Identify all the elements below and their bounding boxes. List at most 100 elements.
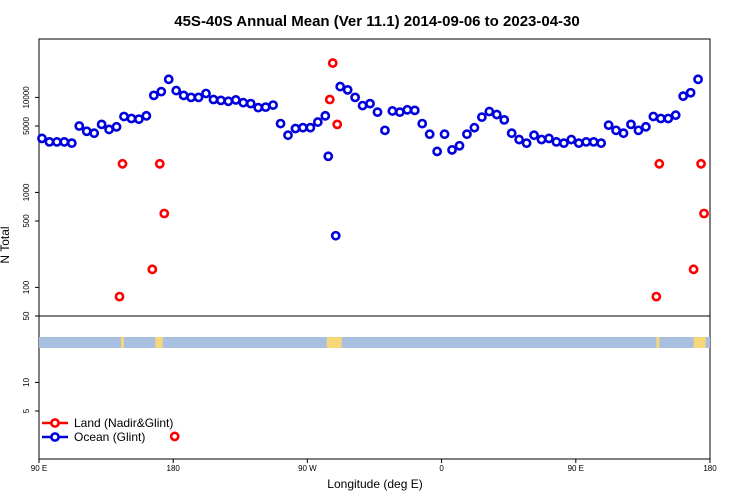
plot-frame bbox=[38, 38, 711, 460]
land-span-2 bbox=[326, 337, 342, 348]
series-1-point-26 bbox=[230, 95, 241, 105]
ocean-band bbox=[39, 337, 710, 348]
series-1-point-63 bbox=[499, 114, 510, 125]
series-1-point-65 bbox=[514, 134, 525, 145]
series-1-point-34 bbox=[290, 123, 301, 134]
series-layer bbox=[37, 58, 709, 442]
series-1-point-48 bbox=[387, 106, 398, 116]
series-1-point-59 bbox=[469, 122, 480, 133]
series-1-point-67 bbox=[529, 130, 539, 141]
x-tick-label-5: 180 bbox=[703, 464, 717, 473]
series-1-point-58 bbox=[462, 129, 472, 140]
series-0-point-1 bbox=[117, 158, 128, 169]
series-1-point-52 bbox=[417, 118, 428, 129]
y-tick-label-0: 5 bbox=[22, 408, 31, 413]
series-1-point-57 bbox=[454, 140, 465, 151]
series-1-point-13 bbox=[134, 114, 144, 125]
series-1-point-9 bbox=[104, 124, 114, 135]
series-1 bbox=[37, 74, 703, 241]
series-1-point-86 bbox=[670, 110, 681, 121]
series-1-point-33 bbox=[283, 130, 293, 141]
y-tick-label-5: 1000 bbox=[22, 183, 31, 201]
series-1-point-25 bbox=[223, 96, 234, 107]
series-1-point-3 bbox=[59, 137, 70, 147]
series-1-point-29 bbox=[253, 102, 264, 113]
series-0-point-5 bbox=[169, 431, 180, 442]
series-1-point-78 bbox=[611, 125, 621, 136]
land-ocean-strip bbox=[39, 337, 710, 348]
x-axis-ticks: 90 E 180 90 W 0 90 E 180 bbox=[31, 459, 717, 473]
series-0-point-12 bbox=[696, 158, 706, 169]
y-axis-ticks: 5 10 50 100 500 1000 5000 10000 bbox=[22, 86, 39, 413]
series-1-point-43 bbox=[350, 92, 361, 103]
series-0-point-2 bbox=[147, 264, 158, 275]
series-1-point-16 bbox=[156, 86, 167, 97]
series-1-point-79 bbox=[618, 128, 629, 139]
series-1-point-66 bbox=[521, 138, 532, 149]
series-1-point-85 bbox=[663, 113, 674, 124]
series-1-point-24 bbox=[216, 95, 226, 106]
series-1-point-37 bbox=[312, 117, 323, 127]
series-1-point-38 bbox=[320, 110, 331, 121]
series-1-point-64 bbox=[506, 128, 517, 139]
series-1-point-42 bbox=[342, 84, 353, 95]
series-1-point-49 bbox=[394, 107, 405, 118]
series-1-point-69 bbox=[544, 133, 554, 144]
series-1-point-4 bbox=[66, 138, 77, 149]
series-0-point-6 bbox=[324, 94, 335, 105]
series-1-point-12 bbox=[126, 113, 137, 124]
plot-border bbox=[38, 38, 711, 460]
series-0-point-9 bbox=[651, 291, 662, 302]
series-1-point-80 bbox=[626, 119, 636, 130]
y-axis-label: N Total bbox=[0, 226, 12, 263]
series-0-point-7 bbox=[327, 58, 338, 68]
legend-marker-1 bbox=[50, 432, 60, 442]
legend-label-1: Ocean (Glint) bbox=[74, 430, 145, 444]
series-1-point-89 bbox=[693, 74, 703, 85]
series-1-point-88 bbox=[685, 87, 696, 98]
series-1-point-40 bbox=[330, 230, 341, 241]
land-span-3 bbox=[656, 337, 660, 348]
series-1-point-81 bbox=[633, 125, 644, 136]
series-0-point-3 bbox=[154, 158, 165, 169]
series-1-point-1 bbox=[44, 137, 55, 147]
series-0-point-11 bbox=[688, 264, 699, 275]
y-tick-label-1: 10 bbox=[22, 377, 31, 386]
series-1-point-55 bbox=[439, 129, 450, 140]
series-1-point-54 bbox=[432, 146, 443, 157]
series-0-point-4 bbox=[159, 208, 170, 219]
x-tick-label-3: 0 bbox=[439, 464, 444, 473]
series-1-point-6 bbox=[81, 126, 92, 137]
series-1-point-21 bbox=[193, 92, 204, 103]
series-1-point-35 bbox=[298, 122, 308, 133]
series-1-point-60 bbox=[476, 112, 487, 123]
land-span-0 bbox=[121, 337, 124, 348]
series-1-point-22 bbox=[201, 88, 211, 99]
series-1-point-74 bbox=[581, 137, 592, 147]
series-0-point-8 bbox=[332, 119, 343, 130]
series-1-point-15 bbox=[148, 90, 159, 101]
series-1-point-44 bbox=[357, 100, 368, 111]
series-1-point-31 bbox=[268, 100, 279, 110]
series-1-point-18 bbox=[171, 85, 182, 96]
legend-label-0: Land (Nadir&Glint) bbox=[74, 416, 173, 430]
series-1-point-5 bbox=[74, 121, 85, 131]
series-1-point-71 bbox=[558, 138, 569, 149]
series-1-point-10 bbox=[111, 121, 122, 132]
series-1-point-2 bbox=[51, 137, 62, 147]
legend-marker-0 bbox=[50, 418, 60, 428]
x-tick-label-0: 90 E bbox=[31, 464, 47, 473]
series-1-point-73 bbox=[573, 138, 584, 149]
series-1-point-77 bbox=[603, 120, 614, 131]
series-1-point-87 bbox=[678, 91, 689, 102]
series-1-point-39 bbox=[323, 151, 334, 162]
series-0-point-13 bbox=[699, 208, 709, 219]
series-1-point-83 bbox=[648, 111, 659, 122]
y-tick-label-4: 500 bbox=[22, 214, 31, 228]
series-1-point-8 bbox=[96, 119, 107, 130]
series-1-point-51 bbox=[409, 105, 420, 116]
y-tick-label-2: 50 bbox=[22, 311, 31, 320]
series-1-point-7 bbox=[89, 128, 100, 139]
series-1-point-76 bbox=[596, 138, 607, 149]
